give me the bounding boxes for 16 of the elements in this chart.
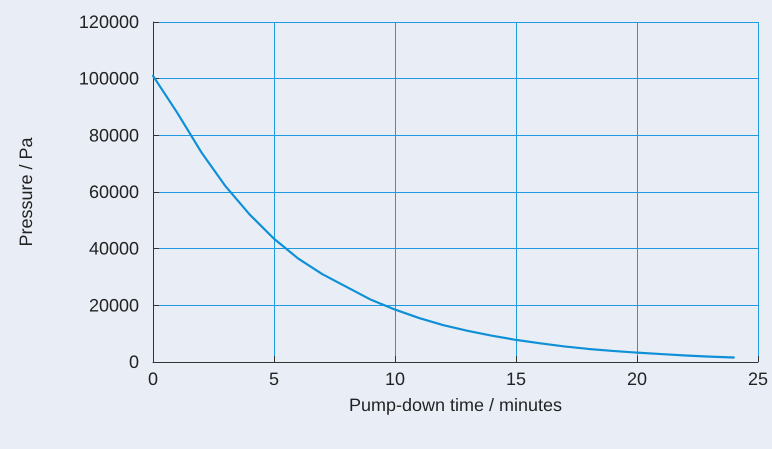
- y-tick-label: 60000: [88, 182, 139, 202]
- x-tick-label: 10: [384, 369, 406, 389]
- y-tick-label: 80000: [88, 125, 139, 146]
- x-tick-label: 5: [268, 369, 280, 389]
- y-tick-label: 120000: [78, 12, 139, 32]
- line-series: [152, 74, 735, 359]
- y-tick-label: 100000: [78, 68, 139, 89]
- y-tick-label: 40000: [88, 238, 139, 259]
- x-tick-label: 20: [626, 369, 648, 389]
- x-axis-title: Pump-down time / minutes: [348, 395, 562, 415]
- x-tick-label: 15: [506, 369, 526, 389]
- x-tick-label: 25: [748, 369, 768, 389]
- y-axis-title: Pressure / Pa: [16, 136, 36, 247]
- x-tick-label: 0: [148, 369, 158, 389]
- y-tick-label: 0: [128, 352, 139, 372]
- y-tick-label: 20000: [88, 295, 139, 316]
